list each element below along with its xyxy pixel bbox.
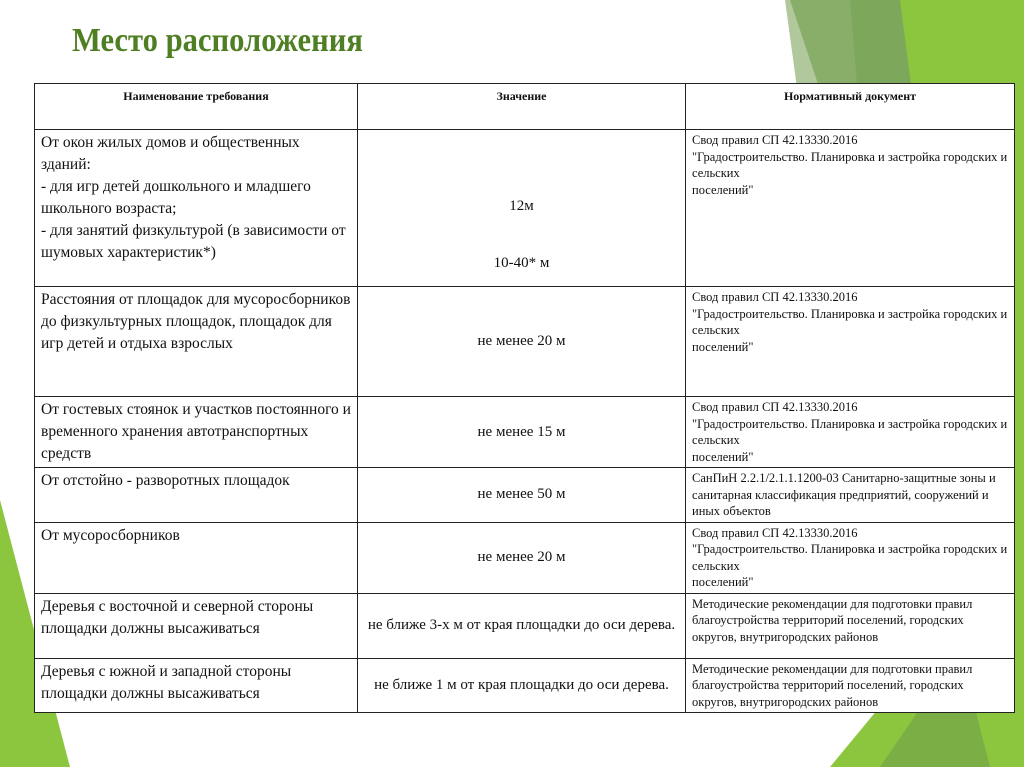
requirement-cell: От отстойно - разворотных площадок: [34, 467, 358, 523]
header-document: Нормативный документ: [685, 83, 1015, 130]
value-secondary: 10-40* м: [493, 255, 550, 271]
table-row: От окон жилых домов и общественных здани…: [34, 129, 1015, 287]
table-row: Деревья с южной и западной стороны площа…: [34, 657, 1015, 713]
table-row: От мусоросборников не менее 20 м Свод прав…: [34, 521, 1015, 594]
header-value: Значение: [357, 83, 686, 130]
requirement-cell: Расстояния от площадок для мусоросборник…: [34, 286, 358, 397]
requirement-cell: От гостевых стоянок и участков постоянно…: [34, 396, 358, 468]
value-primary: 12м: [509, 198, 534, 214]
document-cell: Свод правил СП 42.13330.2016 "Градострои…: [685, 286, 1015, 397]
document-cell: Свод правил СП 42.13330.2016 "Градострои…: [685, 396, 1015, 468]
header-requirement: Наименование требования: [34, 83, 358, 130]
requirement-cell: От мусоросборников: [34, 521, 358, 594]
value-cell: не менее 20 м: [357, 521, 686, 594]
value-cell: 12м 10-40* м: [357, 129, 686, 287]
table-header-row: Наименование требования Значение Нормати…: [34, 83, 1015, 130]
table-row: От гостевых стоянок и участков постоянно…: [34, 396, 1015, 468]
value-cell: не менее 50 м: [357, 467, 686, 523]
value-cell: не ближе 3-х м от края площадки до оси д…: [357, 592, 686, 659]
value-cell: не менее 15 м: [357, 396, 686, 468]
requirement-cell: От окон жилых домов и общественных здани…: [34, 129, 358, 287]
document-cell: Методические рекомендации для подготовки…: [685, 657, 1015, 713]
value-cell: не ближе 1 м от края площадки до оси дер…: [357, 657, 686, 713]
document-cell: Методические рекомендации для подготовки…: [685, 592, 1015, 659]
requirement-cell: Деревья с восточной и северной стороны п…: [34, 592, 358, 659]
table-row: Расстояния от площадок для мусоросборник…: [34, 286, 1015, 397]
document-cell: Свод правил СП 42.13330.2016 "Градострои…: [685, 521, 1015, 594]
table-row: Деревья с восточной и северной стороны п…: [34, 592, 1015, 659]
value-cell: не менее 20 м: [357, 286, 686, 397]
page-title: Место расположения: [72, 22, 363, 59]
table-row: От отстойно - разворотных площадок не мен…: [34, 467, 1015, 523]
document-cell: СанПиН 2.2.1/2.1.1.1200-03 Санитарно-защ…: [685, 467, 1015, 523]
document-cell: Свод правил СП 42.13330.2016 "Градострои…: [685, 129, 1015, 287]
requirements-table: Наименование требования Значение Нормати…: [34, 83, 1015, 713]
requirement-cell: Деревья с южной и западной стороны площа…: [34, 657, 358, 713]
